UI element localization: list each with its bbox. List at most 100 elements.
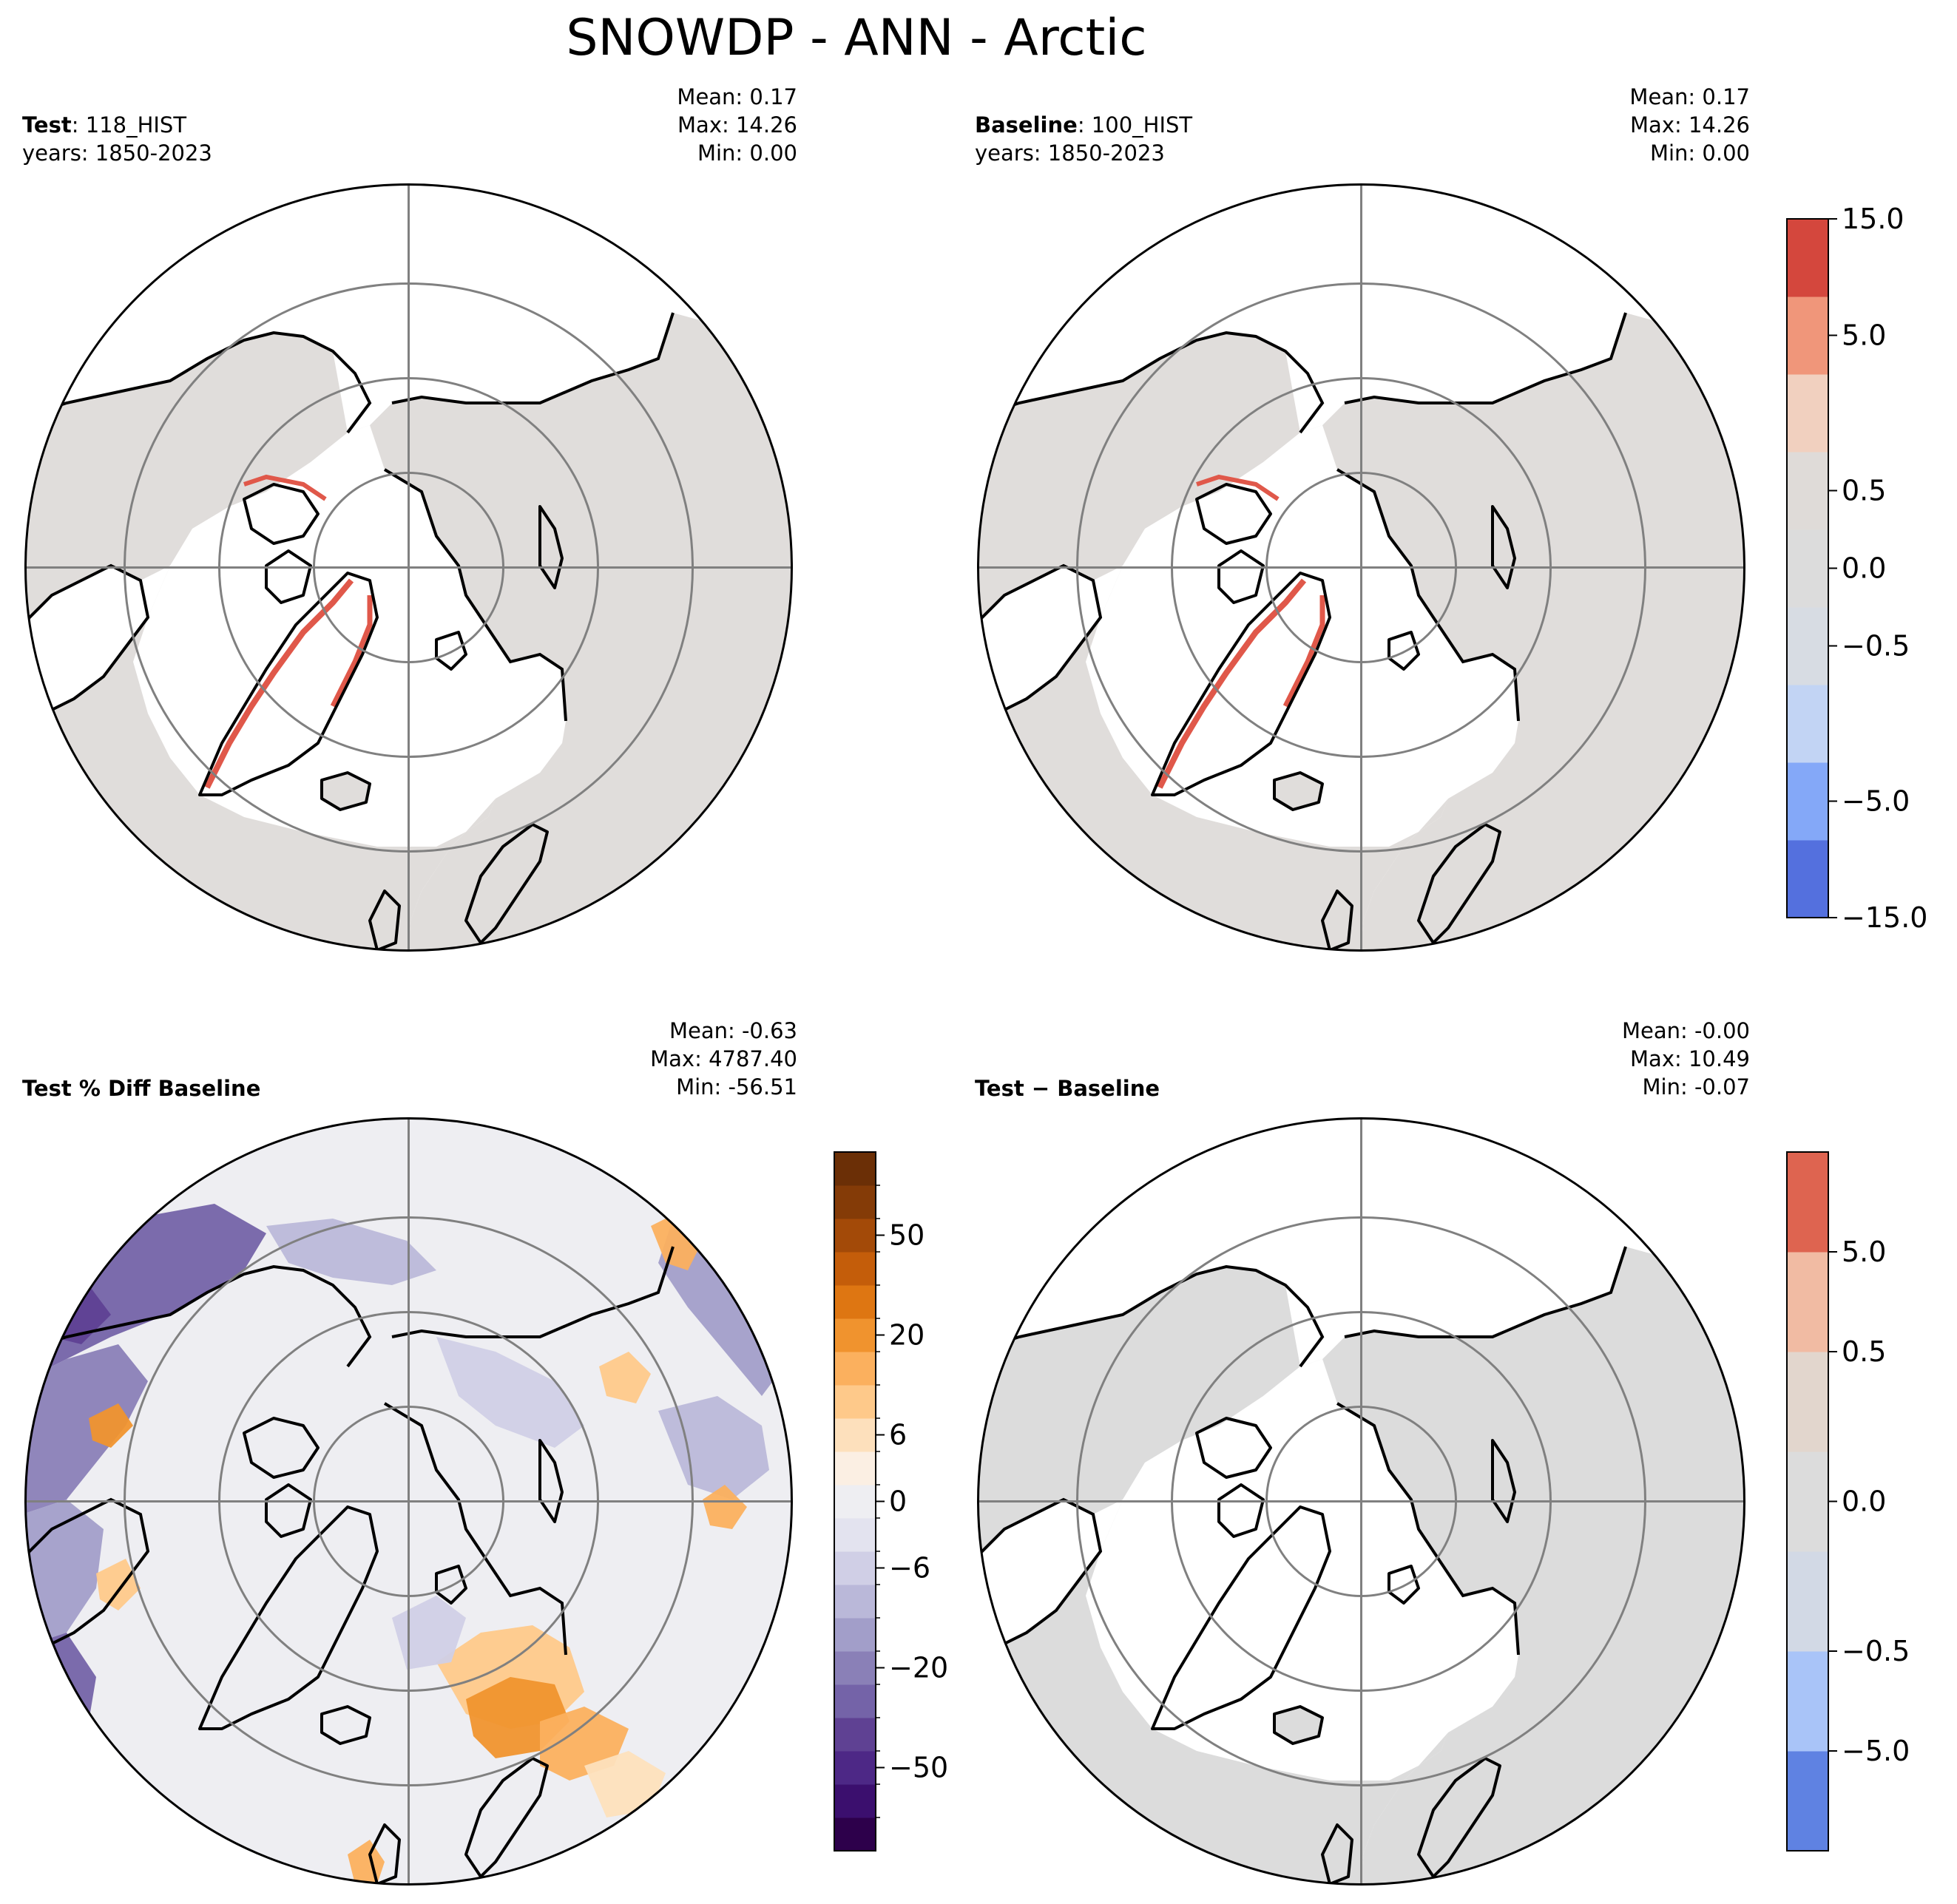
test-alaska-fill <box>25 566 148 743</box>
baseline-coast-britain <box>1321 890 1353 951</box>
pct-colorbar-segment <box>834 1285 876 1319</box>
pctdiff-coast-svalbard <box>435 1565 467 1605</box>
diff-north-america-fill <box>978 1267 1322 1559</box>
diff-colorbar-segment <box>1787 1551 1828 1652</box>
pct-colorbar-segment <box>834 1718 876 1752</box>
test-coast-siberia <box>391 312 675 404</box>
diff-colorbar-segment <box>1787 1451 1828 1552</box>
main-colorbar-segment <box>1787 297 1828 375</box>
diff-eurasia-fill <box>1322 1247 1745 1885</box>
baseline-coast-archipelago <box>1195 483 1272 545</box>
pct-colorbar-segment <box>834 1352 876 1386</box>
diff-colorbar-segment <box>1787 1352 1828 1452</box>
baseline-map-content <box>978 184 1745 951</box>
pct-colorbar-segment <box>834 1451 876 1485</box>
pct-colorbar-segment <box>834 1219 876 1253</box>
pct-colorbar-segment <box>834 1684 876 1718</box>
main-colorbar-segment <box>1787 762 1828 841</box>
test-greenland-ice-edge-east <box>330 595 373 708</box>
pctdiff-stats: Mean: -0.63 Max: 4787.40 Min: -56.51 <box>561 1017 797 1101</box>
baseline-coast-novaya <box>1491 505 1516 589</box>
test-arctic-ocean <box>133 425 566 847</box>
test-greenland-ice-edge <box>204 578 354 789</box>
pct-colorbar: 50 20 6 0 −6 −20 −50 <box>834 1151 948 1852</box>
pctdiff-map <box>24 1117 793 1886</box>
test-max: Max: 14.26 <box>677 112 797 138</box>
baseline-max: Max: 14.26 <box>1630 112 1750 138</box>
baseline-stats: Mean: 0.17 Max: 14.26 Min: 0.00 <box>1513 83 1750 167</box>
main-colorbar-segment <box>1787 452 1828 530</box>
test-coast-north-america <box>25 331 372 434</box>
baseline-alaska-fill <box>978 566 1101 743</box>
pct-colorbar-tick-label: 50 <box>889 1219 925 1252</box>
pctdiff-coast-scandinavia <box>464 1757 549 1878</box>
baseline-coast-siberia <box>1344 312 1627 404</box>
main-colorbar-segment <box>1787 685 1828 763</box>
test-coast-eurasia-arctic <box>383 468 567 722</box>
diff-coast-svalbard <box>1388 1565 1420 1605</box>
pct-colorbar-segment <box>834 1185 876 1219</box>
baseline-title-bold: Baseline <box>975 112 1078 138</box>
test-coast-baffin <box>265 549 312 604</box>
pct-colorbar-tick-label: 6 <box>889 1419 907 1451</box>
diff-colorbar-segment <box>1787 1751 1828 1852</box>
diff-coast-novaya <box>1491 1439 1516 1523</box>
test-coast-britain <box>368 890 401 951</box>
diff-colorbar-segment <box>1787 1152 1828 1253</box>
pctdiff-coast-britain <box>368 1823 401 1885</box>
main-colorbar-segment <box>1787 529 1828 608</box>
main-colorbar-tick-label: −15.0 <box>1842 901 1927 934</box>
diff-colorbar-segment <box>1787 1651 1828 1752</box>
pctdiff-coast-baffin <box>265 1483 312 1538</box>
pctdiff-title-bold: Test % Diff Baseline <box>22 1076 261 1101</box>
diff-coast-eurasia-arctic <box>1336 1402 1520 1656</box>
pctdiff-coast-alaska <box>25 1497 150 1649</box>
pctdiff-anomaly-patch <box>392 1596 466 1670</box>
test-panel-title: Test: 118_HIST years: 1850-2023 <box>22 111 212 167</box>
baseline-north-america-fill <box>978 333 1322 625</box>
pctdiff-max: Max: 4787.40 <box>650 1046 797 1071</box>
pct-colorbar-segment <box>834 1252 876 1286</box>
pct-colorbar-segment <box>834 1518 876 1552</box>
baseline-coast-greenland <box>1151 572 1331 796</box>
pctdiff-anomaly-patch <box>25 1344 148 1514</box>
pctdiff-coast-novaya <box>538 1439 564 1523</box>
figure-title: SNOWDP - ANN - Arctic <box>566 9 1147 67</box>
pct-colorbar-tick-label: −50 <box>889 1752 948 1784</box>
main-colorbar: 15.0 5.0 0.5 0.0 −0.5 −5.0 −15.0 <box>1786 203 1927 934</box>
baseline-mean: Mean: 0.17 <box>1629 84 1750 109</box>
diff-coast-britain <box>1321 1823 1353 1885</box>
test-archipelago-ice-edge <box>243 474 327 501</box>
diff-min: Min: -0.07 <box>1642 1074 1750 1100</box>
baseline-coast-svalbard <box>1388 631 1420 671</box>
pctdiff-coast-archipelago <box>243 1417 320 1479</box>
test-map-content <box>25 184 792 951</box>
test-map-boundary <box>24 183 793 952</box>
baseline-arctic-ocean <box>1086 425 1518 847</box>
pctdiff-anomaly-patch <box>436 1337 584 1448</box>
pctdiff-coast-eurasia-arctic <box>383 1402 567 1656</box>
pct-colorbar-segment <box>834 1618 876 1652</box>
diff-colorbar-tick-label: −0.5 <box>1842 1635 1910 1667</box>
main-colorbar-segment <box>1787 840 1828 918</box>
main-colorbar-segment <box>1787 607 1828 685</box>
baseline-min: Min: 0.00 <box>1649 140 1750 166</box>
diff-coast-iceland <box>1273 1705 1324 1745</box>
pctdiff-coast-north-america <box>25 1264 372 1368</box>
diff-coast-baffin <box>1217 1483 1265 1538</box>
pctdiff-anomaly-patch <box>703 1485 747 1529</box>
pctdiff-mean: Mean: -0.63 <box>669 1018 797 1043</box>
diff-alaska-fill <box>978 1500 1101 1677</box>
test-coast-archipelago <box>243 483 320 545</box>
baseline-coast-scandinavia <box>1417 823 1501 944</box>
pct-colorbar-tick-label: 0 <box>889 1485 907 1518</box>
pctdiff-anomaly-patch <box>584 1751 666 1817</box>
test-eurasia-fill <box>370 313 792 951</box>
baseline-coast-eurasia-arctic <box>1336 468 1520 722</box>
main-colorbar-tick-label: 0.0 <box>1842 552 1886 585</box>
baseline-map-boundary <box>977 183 1745 952</box>
pctdiff-panel-title: Test % Diff Baseline <box>22 1074 260 1102</box>
pctdiff-coast-greenland <box>198 1505 379 1730</box>
pct-colorbar-segment <box>834 1152 876 1186</box>
diff-coast-greenland <box>1151 1505 1331 1730</box>
